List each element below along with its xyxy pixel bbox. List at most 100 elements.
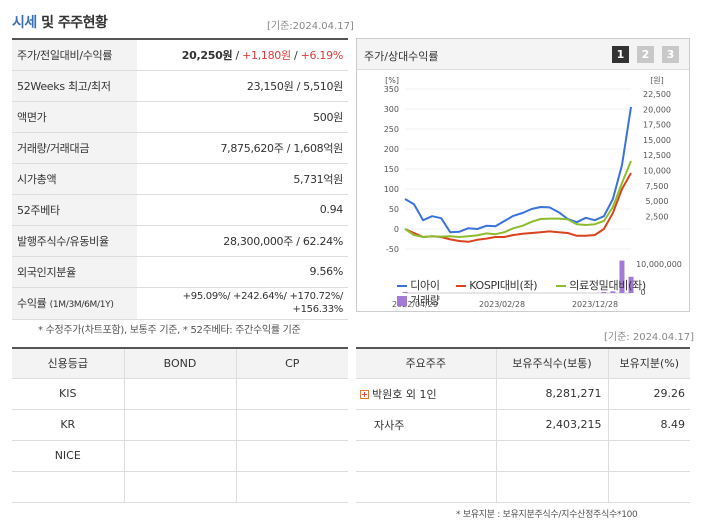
- rating-cp: [236, 409, 348, 441]
- rating-agency: KR: [12, 409, 125, 441]
- beta-value: 0.94: [137, 194, 348, 226]
- return-row: 수익률 (1M/3M/6M/1Y) +95.09%/ +242.64%/ +17…: [12, 287, 348, 320]
- holder-pct: [608, 440, 690, 472]
- table-row: [356, 440, 690, 472]
- table-row: 자사주 2,403,215 8.49: [356, 409, 690, 441]
- return-value: +95.09%/ +242.64%/ +170.72%/ +156.33%: [137, 287, 348, 320]
- current-price: 20,250원: [181, 48, 233, 62]
- volume-label: 거래량/거래대금: [12, 132, 137, 164]
- holders-col-shares: 보유주식수(보통): [496, 348, 609, 379]
- chart-title: 주가/상대수익률: [364, 50, 439, 63]
- rating-cp: [236, 440, 348, 472]
- x-tick-label: 2023/12/28: [572, 300, 618, 309]
- right-tick-label: 22,500: [643, 90, 671, 99]
- mcap-row: 시가총액 5,731억원: [12, 163, 348, 195]
- shares-value: 28,300,000주 / 62.24%: [137, 225, 348, 257]
- w52-label: 52Weeks 최고/최저: [12, 70, 137, 102]
- left-tick-label: 300: [384, 105, 399, 114]
- x-tick-label: 2023/02/28: [479, 300, 525, 309]
- quote-footnote: * 수정주가(차트포함), 보통주 기준, * 52주베타: 주간수익률 기준: [38, 325, 301, 336]
- rating-agency: NICE: [12, 440, 125, 472]
- rating-agency: KIS: [12, 378, 125, 410]
- volume-row: 거래량/거래대금 7,875,620주 / 1,608억원: [12, 132, 348, 164]
- legend-s4: 거래량: [397, 292, 440, 308]
- volume-bar: [610, 291, 616, 293]
- holder-shares: 8,281,271: [496, 378, 609, 410]
- right-tick-label: 20,000: [643, 105, 671, 114]
- right-tick-label: 12,500: [643, 151, 671, 160]
- series-line-s1: [404, 106, 632, 234]
- holder-name: [356, 471, 497, 503]
- as-of-date: [기준:2024.04.17]: [267, 21, 354, 32]
- relative-return-chart: [%] [원] 350 300 250 200 150 100 50 0 -50 22,500 20,0…: [384, 76, 682, 309]
- plus-icon[interactable]: +: [360, 390, 369, 399]
- holders-col-name: 주요주주: [356, 348, 497, 379]
- beta-row: 52주베타 0.94: [12, 194, 348, 226]
- rating-bond: [124, 409, 237, 441]
- legend-s1-swatch: [397, 285, 407, 287]
- holder-name: 박원호 외 1인: [372, 387, 437, 401]
- shareholders-table: 주요주주 보유주식수(보통) 보유지분(%) + 박원호 외 1인 8,281,2…: [356, 347, 690, 503]
- shares-label: 발행주식수/유동비율: [12, 225, 137, 257]
- chart-tab-1[interactable]: 1: [612, 46, 629, 63]
- right-tick-label: 15,000: [643, 136, 671, 145]
- price-change-pct: +6.19%: [300, 48, 344, 62]
- holders-as-of: [기준: 2024.04.17]: [604, 332, 695, 343]
- rating-col-cp: CP: [236, 348, 348, 379]
- rating-header-row: 신용등급 BOND CP: [12, 348, 348, 379]
- series-line-s3: [404, 160, 632, 238]
- beta-label: 52주베타: [12, 194, 137, 226]
- chart-tab-2[interactable]: 2: [637, 46, 654, 63]
- volume-bar: [619, 260, 625, 293]
- mcap-value: 5,731억원: [137, 163, 348, 195]
- price-label: 주가/전일대비/수익률: [12, 39, 137, 71]
- price-row: 주가/전일대비/수익률 20,250원 / +1,180원 / +6.19%: [12, 39, 348, 71]
- price-value: 20,250원 / +1,180원 / +6.19%: [137, 39, 348, 71]
- right-tick-label: 2,500: [646, 212, 669, 221]
- holder-name-cell: + 박원호 외 1인: [356, 378, 497, 410]
- chart-tab-3[interactable]: 3: [662, 46, 679, 63]
- shares-row: 발행주식수/유동비율 28,300,000주 / 62.24%: [12, 225, 348, 257]
- left-tick-label: 100: [384, 185, 399, 194]
- w52-value: 23,150원 / 5,510원: [137, 70, 348, 102]
- left-tick-label: 0: [394, 225, 399, 234]
- right-tick-label: 17,500: [643, 121, 671, 130]
- mcap-label: 시가총액: [12, 163, 137, 195]
- legend-s2: KOSPI대비(좌): [456, 277, 538, 293]
- left-tick-label: 250: [384, 125, 399, 134]
- par-label: 액면가: [12, 101, 137, 133]
- legend-s4-swatch: [397, 296, 407, 306]
- rating-bond: [124, 378, 237, 410]
- chart-panel: 주가/상대수익률 1 2 3 [%] [원] 350 300 250 200 150 100 5…: [356, 38, 690, 312]
- left-tick-label: 50: [389, 205, 399, 214]
- left-axis-unit: [%]: [385, 76, 399, 85]
- holders-col-pct: 보유지분(%): [608, 348, 690, 379]
- right-axis-unit: [원]: [650, 76, 664, 85]
- right-tick-label: 10,000: [643, 167, 671, 176]
- legend-s3: 의료정밀대비(좌): [556, 277, 646, 293]
- holder-pct: 8.49: [608, 409, 690, 441]
- par-row: 액면가 500원: [12, 101, 348, 133]
- par-value: 500원: [137, 101, 348, 133]
- rating-cp: [236, 378, 348, 410]
- volume-bar: [601, 292, 607, 293]
- holder-pct: [608, 471, 690, 503]
- holder-shares: [496, 440, 609, 472]
- legend-s2-swatch: [456, 285, 466, 287]
- table-row: NICE: [12, 440, 348, 472]
- section-title: 시세 및 주주현황: [12, 15, 108, 31]
- holder-shares: [496, 471, 609, 503]
- chart-header: 주가/상대수익률 1 2 3: [357, 39, 689, 70]
- legend-s3-swatch: [556, 285, 566, 287]
- rating-bond: [124, 471, 237, 503]
- table-row: KIS: [12, 378, 348, 410]
- holder-shares: 2,403,215: [496, 409, 609, 441]
- foreign-value: 9.56%: [137, 256, 348, 288]
- legend-s1: 디아이: [397, 277, 440, 293]
- right-tick-label: 5,000: [646, 197, 669, 206]
- holder-name: [356, 440, 497, 472]
- return-label: 수익률 (1M/3M/6M/1Y): [12, 287, 137, 320]
- volume-value: 7,875,620주 / 1,608억원: [137, 132, 348, 164]
- left-tick-label: -50: [386, 245, 399, 254]
- left-tick-label: 200: [384, 145, 399, 154]
